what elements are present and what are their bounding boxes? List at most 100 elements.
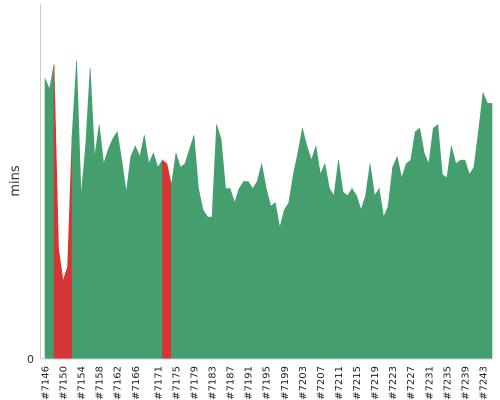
area-segment	[374, 187, 380, 360]
area-segment	[62, 266, 68, 360]
area-segment	[85, 67, 91, 360]
area-segment	[44, 78, 50, 360]
x-tick-label: #7239	[460, 366, 471, 400]
x-tick-label: #7219	[370, 366, 381, 400]
area-segment	[302, 128, 308, 360]
area-segment	[356, 195, 362, 360]
area-segment	[148, 152, 154, 360]
area-segment	[216, 124, 222, 360]
x-tick-label: #7215	[352, 366, 363, 400]
area-segment	[225, 188, 231, 360]
area-segment	[396, 156, 402, 360]
area-segment	[347, 187, 353, 360]
area-segment	[306, 145, 312, 360]
area-segment	[351, 187, 357, 360]
area-segment	[482, 92, 488, 360]
area-segment	[428, 128, 434, 360]
area-segment	[270, 202, 276, 360]
area-segment	[446, 145, 452, 360]
area-segment	[315, 145, 321, 360]
area-segment	[419, 128, 425, 360]
area-segment	[211, 124, 217, 360]
x-tick-label: #7154	[77, 366, 88, 400]
area-segment	[153, 153, 159, 360]
area-segment	[80, 145, 86, 360]
area-segment	[107, 138, 114, 360]
area-segment	[193, 135, 199, 360]
area-segment	[342, 191, 348, 360]
area-segment	[274, 202, 281, 360]
x-tick-label: #7166	[131, 366, 142, 400]
area-segment	[89, 67, 95, 360]
area-segment	[247, 180, 253, 360]
x-tick-label: #7179	[190, 366, 201, 400]
area-segment	[455, 159, 461, 360]
area-segment	[135, 145, 141, 360]
area-segment	[98, 124, 104, 360]
area-segment	[256, 163, 263, 360]
area-segment	[423, 152, 430, 360]
area-segment	[279, 209, 285, 360]
area-segment	[383, 206, 389, 360]
x-tick-labels: #7146 #7150 #7154 #7158 #7162 #7166 #7171 #7175…	[41, 366, 490, 400]
area-segment	[324, 163, 330, 360]
area-segment	[473, 131, 479, 360]
x-tick-label: #7223	[388, 366, 399, 400]
y-axis-label: mins	[8, 165, 23, 197]
area-segment	[180, 163, 186, 360]
area-segment	[198, 188, 204, 360]
x-tick-label: #7183	[208, 366, 219, 400]
x-tick-label: #7146	[41, 366, 52, 400]
area-segment	[175, 153, 181, 360]
area-segment	[265, 188, 272, 360]
area-segment	[229, 188, 235, 360]
area-segment	[58, 248, 64, 360]
area-segment	[202, 208, 208, 360]
area-segment	[144, 135, 150, 360]
y-tick-label: 0	[27, 353, 34, 366]
area-segment	[261, 163, 267, 360]
area-segment	[293, 153, 299, 360]
area-segment	[162, 159, 168, 360]
area-segment	[469, 166, 475, 360]
area-segment	[166, 163, 172, 360]
area-segment	[401, 163, 407, 360]
x-tick-label: #7243	[478, 366, 489, 400]
area-segment	[243, 181, 249, 360]
area-segment	[360, 195, 366, 360]
area-segment	[387, 167, 393, 360]
area-segment	[442, 173, 448, 360]
area-segment	[487, 103, 493, 360]
area-segment	[116, 131, 123, 360]
area-segment	[49, 64, 55, 360]
area-segment	[112, 130, 118, 360]
area-segment	[369, 163, 375, 360]
area-segment	[284, 201, 290, 360]
area-segment	[234, 188, 240, 360]
area-segment	[76, 60, 82, 360]
x-tick-label: #7227	[406, 366, 417, 400]
area-segment	[125, 156, 132, 360]
chart-areas	[44, 60, 493, 360]
area-segment	[478, 92, 484, 360]
area-segment	[365, 163, 371, 360]
area-segment	[139, 135, 145, 360]
area-segment	[189, 135, 195, 360]
area-segment	[238, 180, 244, 360]
area-segment	[338, 160, 344, 360]
area-segment	[464, 160, 470, 360]
area-segment	[329, 187, 335, 360]
area-segment	[378, 188, 384, 360]
x-tick-label: #7175	[171, 366, 182, 400]
area-segment	[67, 135, 73, 360]
x-tick-label: #7191	[244, 366, 255, 400]
x-tick-label: #7158	[95, 366, 106, 400]
area-segment	[157, 159, 163, 360]
area-segment	[392, 156, 398, 360]
area-segment	[297, 128, 303, 360]
area-segment	[288, 174, 294, 360]
area-segment	[433, 124, 439, 360]
area-segment	[130, 145, 136, 360]
area-segment	[333, 160, 339, 360]
